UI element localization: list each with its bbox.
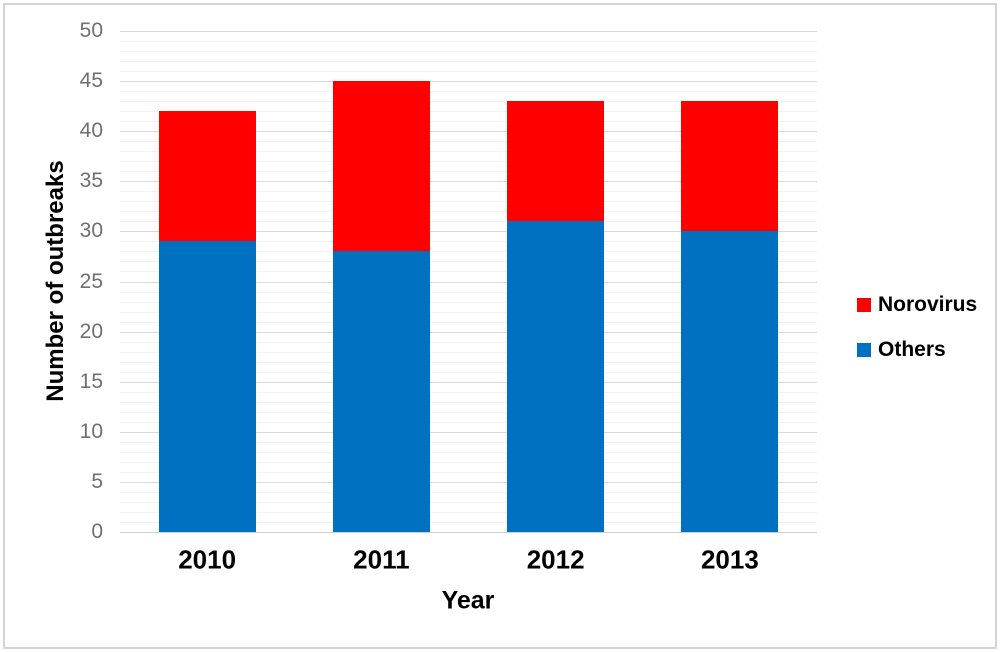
y-tick-label: 40 xyxy=(79,119,103,143)
gridline-minor xyxy=(120,422,817,423)
gridline-minor xyxy=(120,41,817,42)
legend: Norovirus Others xyxy=(857,282,977,372)
gridline-minor xyxy=(120,472,817,473)
gridline-minor xyxy=(120,161,817,162)
gridline-minor xyxy=(120,111,817,112)
figure-border xyxy=(3,3,997,649)
x-tick-label: 2010 xyxy=(178,544,237,575)
gridline-minor xyxy=(120,51,817,52)
gridline-minor xyxy=(120,392,817,393)
gridline-minor xyxy=(120,221,817,222)
gridline-minor xyxy=(120,462,817,463)
gridline-minor xyxy=(120,512,817,513)
gridline-minor xyxy=(120,362,817,363)
legend-label: Others xyxy=(878,337,946,361)
legend-swatch-icon xyxy=(857,297,871,312)
y-tick-label: 45 xyxy=(79,69,103,93)
gridline-minor xyxy=(120,492,817,493)
x-tick-label: 2011 xyxy=(353,544,410,575)
gridline-minor xyxy=(120,141,817,142)
gridline-minor xyxy=(120,292,817,293)
gridline-minor xyxy=(120,322,817,323)
gridline-minor xyxy=(120,171,817,172)
bar-segment-2011-norovirus xyxy=(332,81,430,252)
bar-segment-2010-others xyxy=(158,241,256,532)
y-tick-label: 35 xyxy=(79,169,103,193)
legend-label: Norovirus xyxy=(878,292,978,316)
gridline-minor xyxy=(120,452,817,453)
bar-segment-2011-others xyxy=(332,251,430,532)
bar-segment-2013-norovirus xyxy=(681,101,779,232)
gridline-baseline xyxy=(120,532,817,533)
y-tick-label: 15 xyxy=(79,369,103,393)
gridline-minor xyxy=(120,191,817,192)
gridline-major xyxy=(120,382,817,383)
bar-segment-2012-others xyxy=(507,221,605,532)
y-tick-label: 0 xyxy=(91,520,103,543)
gridline-minor xyxy=(120,271,817,272)
legend-swatch-icon xyxy=(857,342,871,357)
gridline-minor xyxy=(120,502,817,503)
x-tick-label: 2012 xyxy=(526,544,585,575)
x-axis-title: Year xyxy=(441,586,495,615)
legend-item-others: Others xyxy=(857,327,977,372)
gridline-minor xyxy=(120,412,817,413)
legend-item-norovirus: Norovirus xyxy=(857,282,977,327)
gridline-minor xyxy=(120,312,817,313)
bar-segment-2012-norovirus xyxy=(507,101,605,222)
y-tick-label: 5 xyxy=(91,469,103,493)
gridline-minor xyxy=(120,151,817,152)
gridline-major xyxy=(120,231,817,232)
gridline-major xyxy=(120,131,817,132)
gridline-minor xyxy=(120,91,817,92)
gridline-minor xyxy=(120,352,817,353)
bar-segment-2010-norovirus xyxy=(158,111,256,242)
gridline-minor xyxy=(120,201,817,202)
gridline-minor xyxy=(120,402,817,403)
bar-segment-2013-others xyxy=(681,231,779,532)
gridline-major xyxy=(120,81,817,82)
gridline-minor xyxy=(120,372,817,373)
gridline-minor xyxy=(120,211,817,212)
gridline-minor xyxy=(120,251,817,252)
y-tick-label: 50 xyxy=(79,19,103,42)
x-tick-label: 2013 xyxy=(700,544,759,575)
gridline-minor xyxy=(120,101,817,102)
gridline-minor xyxy=(120,71,817,72)
y-tick-label: 20 xyxy=(79,319,103,343)
y-tick-label: 30 xyxy=(79,219,103,243)
y-tick-label: 10 xyxy=(79,419,103,443)
gridline-minor xyxy=(120,241,817,242)
gridline-major xyxy=(120,482,817,483)
gridline-minor xyxy=(120,442,817,443)
gridline-major xyxy=(120,31,817,32)
gridline-minor xyxy=(120,61,817,62)
y-tick-label: 25 xyxy=(79,269,103,293)
y-axis-title: Number of outbreaks xyxy=(42,160,69,402)
gridline-minor xyxy=(120,522,817,523)
gridline-minor xyxy=(120,302,817,303)
gridline-minor xyxy=(120,261,817,262)
gridline-major xyxy=(120,282,817,283)
gridline-major xyxy=(120,432,817,433)
gridline-minor xyxy=(120,342,817,343)
gridline-major xyxy=(120,332,817,333)
gridline-major xyxy=(120,181,817,182)
gridline-minor xyxy=(120,121,817,122)
